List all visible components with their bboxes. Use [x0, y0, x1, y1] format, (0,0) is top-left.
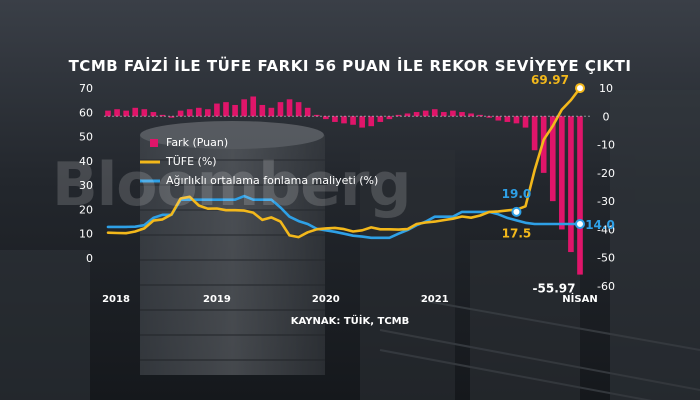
funding-line [106, 194, 582, 240]
left-tick-label: 0 [86, 252, 93, 265]
legend-label: Fark (Puan) [166, 136, 228, 149]
spread-bar [504, 116, 511, 122]
right-tick-label: -50 [597, 252, 615, 265]
spread-bar [286, 99, 293, 117]
spread-bar [441, 112, 447, 117]
spread-bar [186, 109, 193, 117]
spread-bar [468, 113, 474, 117]
spread-bar [549, 116, 556, 202]
spread-bar [459, 112, 465, 117]
left-tick-label: 60 [79, 106, 93, 119]
spread-bar [395, 114, 402, 117]
spread-bar [386, 116, 393, 120]
spread-bar [132, 107, 139, 117]
left-tick-label: 20 [79, 203, 93, 216]
spread-bar [250, 96, 257, 117]
left-tick-label: 30 [79, 179, 93, 192]
annotation-label: 69.97 [531, 73, 569, 87]
left-tick-label: 50 [79, 131, 93, 144]
spread-bar [577, 116, 583, 275]
right-tick-label: 0 [603, 110, 610, 123]
spread-bar [277, 102, 284, 117]
spread-bar [323, 116, 329, 120]
spread-bar [159, 114, 166, 117]
spread-bar [422, 110, 429, 117]
x-tick-label: 2019 [203, 294, 231, 305]
legend: Fark (Puan) TÜFE (%) Ağırlıklı ortalama fo… [140, 136, 378, 187]
spread-bar [368, 116, 375, 127]
spread-bar [513, 116, 520, 124]
spread-bar [232, 104, 238, 117]
spread-bar [568, 116, 574, 253]
spread-bar [241, 99, 247, 117]
spread-bar [359, 116, 365, 128]
spread-bar [105, 110, 111, 117]
spread-bar [477, 114, 483, 117]
right-tick-label: -60 [597, 280, 615, 293]
spread-bar [268, 107, 275, 117]
spread-bar [495, 116, 502, 121]
spread-bar [350, 116, 356, 125]
spread-bar [332, 116, 338, 122]
spread-bars [105, 96, 583, 275]
spread-bar [431, 109, 438, 117]
spread-bar [150, 112, 157, 117]
right-tick-label: -10 [597, 139, 615, 152]
right-tick-label: -20 [597, 167, 615, 180]
spread-bar [177, 110, 184, 117]
x-tick-label: 2021 [421, 294, 449, 305]
spread-bar [404, 113, 411, 117]
spread-bar [195, 107, 202, 117]
annotation-marker [575, 219, 585, 229]
spread-bar [205, 109, 211, 117]
spread-bar [377, 116, 384, 122]
spread-bar [531, 116, 538, 151]
spread-bar [295, 102, 302, 117]
x-tick-label: 2018 [102, 294, 130, 305]
legend-label: TÜFE (%) [165, 155, 217, 168]
spread-bar [223, 102, 229, 117]
right-tick-label: 10 [599, 82, 613, 95]
spread-bar [304, 107, 311, 117]
spread-bar [413, 112, 420, 117]
annotation-label: 17.5 [502, 227, 532, 241]
spread-bar [114, 109, 120, 117]
annotation-marker [511, 206, 522, 217]
annotation-label: 14.0 [585, 218, 615, 232]
watermark: Bloomberg [52, 150, 411, 220]
source-note: KAYNAK: TÜİK, TCMB [290, 316, 410, 327]
cpi-line [106, 86, 582, 239]
legend-swatch [150, 139, 158, 147]
spread-bar [559, 116, 565, 230]
spread-bar [341, 116, 347, 124]
spread-bar [313, 114, 320, 117]
spread-bar [214, 103, 220, 117]
annotation-marker [575, 83, 585, 94]
annotations: 69.97 17.5 19.0 14.0 -55.97 [502, 73, 615, 296]
spread-bar [259, 104, 266, 117]
annotation-label: -55.97 [533, 282, 576, 296]
x-tick-label: 2020 [312, 294, 340, 305]
spread-bar [168, 116, 175, 118]
x-tick-label: NİSAN [562, 291, 597, 305]
spread-bar [522, 116, 529, 128]
legend-label: Ağırlıklı ortalama fonlama maliyeti (%) [166, 174, 378, 187]
axes: 0 10 20 30 40 50 60 70 10 0 -10 -20 -30 -40 -50 -60 2018… [79, 82, 615, 305]
annotation-label: 19.0 [502, 187, 532, 201]
spread-bar [141, 109, 148, 117]
left-tick-label: 10 [79, 228, 93, 241]
series-lines [106, 86, 582, 240]
right-tick-label: -30 [597, 195, 615, 208]
spread-bar [486, 116, 493, 118]
spread-bar [450, 110, 456, 117]
spread-bar [540, 116, 547, 173]
right-tick-label: -40 [597, 223, 615, 236]
chart-title: TCMB FAİZİ İLE TÜFE FARKI 56 PUAN İLE RE… [68, 57, 632, 75]
spread-bar [123, 110, 129, 117]
left-tick-label: 40 [79, 155, 93, 168]
left-tick-label: 70 [79, 82, 93, 95]
